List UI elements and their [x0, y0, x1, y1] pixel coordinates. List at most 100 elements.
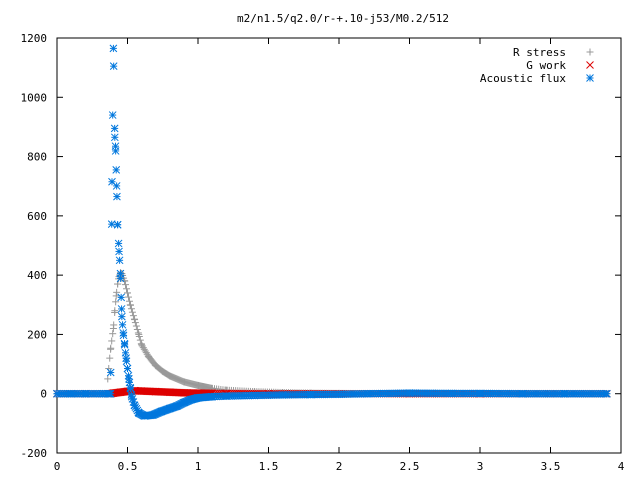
data-point — [67, 389, 75, 398]
x-tick-label: 2 — [336, 460, 343, 473]
data-point — [131, 319, 139, 327]
data-point — [117, 305, 126, 313]
data-point — [250, 391, 259, 400]
data-point — [116, 388, 125, 397]
data-point — [110, 124, 119, 133]
data-point — [116, 269, 125, 278]
data-point — [603, 389, 611, 398]
y-tick-label: 200 — [27, 328, 47, 341]
x-tick-label: 3.5 — [541, 460, 561, 473]
data-point — [335, 390, 343, 399]
data-point — [447, 389, 456, 398]
y-tick-label: 600 — [27, 210, 47, 223]
data-point — [108, 177, 116, 186]
x-tick-label: 1.5 — [259, 460, 279, 473]
data-point — [476, 389, 484, 398]
y-tick-label: 800 — [27, 151, 47, 164]
x-tick-label: 4 — [618, 460, 625, 473]
data-point — [53, 389, 61, 398]
data-point — [112, 298, 120, 306]
legend-label: Acoustic flux — [480, 72, 566, 85]
y-tick-label: -200 — [21, 447, 48, 460]
data-point — [208, 392, 216, 401]
data-point — [159, 367, 167, 375]
data-point — [107, 345, 115, 353]
data-point — [137, 387, 146, 395]
data-point — [119, 329, 128, 337]
data-point — [151, 387, 160, 396]
data-point — [112, 292, 120, 300]
data-point — [111, 307, 119, 315]
chart-title: m2/n1.5/q2.0/r-+.10-j53/M0.2/512 — [237, 12, 449, 25]
data-point — [126, 301, 134, 309]
data-point — [125, 375, 133, 383]
data-point — [363, 389, 372, 398]
data-point — [117, 293, 126, 302]
legend-marker — [586, 74, 594, 82]
axes: 0 0.5 1 1.5 2 2.5 3 3.5 4 -200 0 200 400 600 800 1000 12… — [21, 32, 625, 473]
data-point — [278, 391, 287, 399]
series-0 — [53, 269, 611, 398]
data-point — [115, 256, 124, 265]
legend-label: R stress — [513, 46, 566, 59]
data-point — [165, 404, 174, 413]
data-point — [152, 362, 160, 370]
data-point — [222, 392, 231, 400]
data-point — [123, 364, 132, 373]
data-point — [180, 378, 188, 386]
data-point — [124, 293, 132, 301]
data-point — [135, 330, 143, 338]
data-point — [166, 372, 174, 380]
data-point — [106, 354, 114, 362]
data-point — [104, 375, 112, 383]
x-tick-label: 2.5 — [400, 460, 420, 473]
y-tick-label: 1000 — [21, 91, 48, 104]
data-point — [138, 341, 146, 349]
data-point — [110, 133, 119, 142]
series-2 — [53, 44, 611, 420]
data-point — [145, 353, 153, 361]
x-tick-label: 3 — [477, 460, 484, 473]
data-point — [129, 312, 137, 320]
data-point — [124, 289, 131, 297]
data-point — [133, 325, 141, 333]
data-point — [109, 44, 118, 53]
data-point — [194, 394, 202, 402]
data-point — [113, 220, 122, 229]
data-point — [127, 392, 136, 401]
data-point — [109, 62, 118, 71]
data-point — [172, 402, 181, 411]
x-tick-label: 0 — [54, 460, 61, 473]
data-point — [180, 398, 188, 407]
data-point — [111, 142, 120, 151]
data-point — [127, 305, 135, 313]
data-point — [130, 401, 139, 410]
data-point — [122, 281, 130, 289]
x-tick-label: 0.5 — [118, 460, 138, 473]
data-point — [306, 390, 315, 399]
data-point — [113, 192, 121, 201]
data-point — [518, 389, 527, 398]
data-point — [95, 389, 104, 398]
y-tick-label: 1200 — [21, 32, 48, 45]
data-point — [140, 412, 149, 420]
data-point — [108, 111, 117, 119]
data-point — [131, 316, 139, 324]
data-point — [405, 389, 414, 397]
data-point — [114, 239, 123, 248]
legend-label: G work — [526, 59, 566, 72]
data-point — [123, 285, 131, 293]
data-point — [81, 389, 90, 398]
data-point — [136, 336, 144, 344]
data-point — [187, 395, 195, 404]
data-point — [122, 354, 130, 362]
legend-marker — [586, 61, 594, 69]
data-point — [109, 330, 117, 338]
data-point — [125, 297, 133, 305]
data-point — [149, 411, 157, 419]
data-point — [126, 383, 135, 392]
x-tick-label: 1 — [195, 460, 202, 473]
data-point — [115, 247, 123, 256]
